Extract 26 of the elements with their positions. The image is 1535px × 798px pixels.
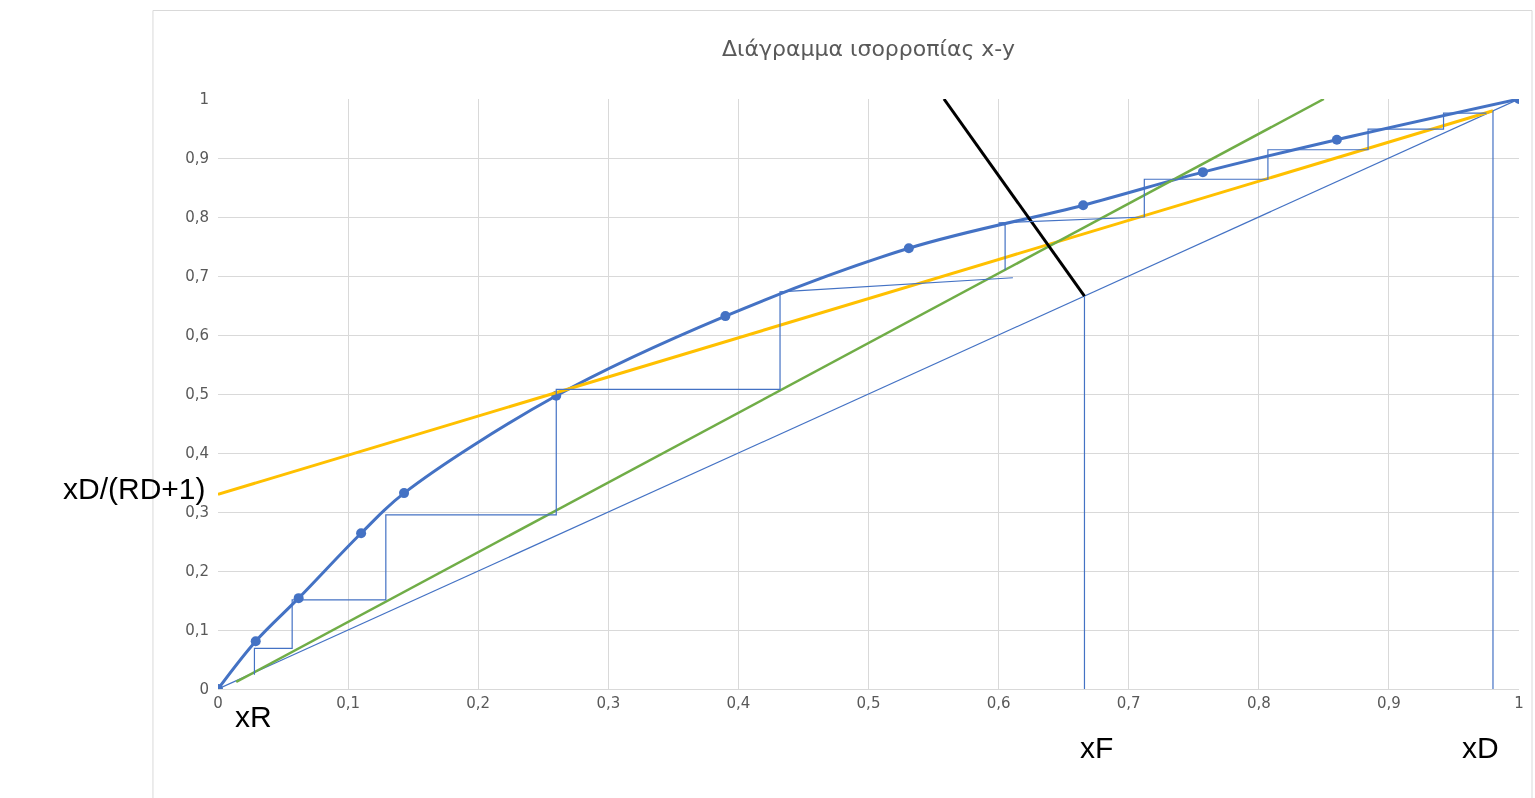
- y-tick-label: 0,8: [185, 208, 209, 227]
- x-tick-label: 0,4: [726, 694, 751, 712]
- x-tick-label: 0,9: [1376, 694, 1401, 712]
- x-tick-label: 0,8: [1246, 694, 1271, 712]
- chart-title: Διάγραμμα ισορροπίας x-y: [722, 35, 1015, 61]
- text: xR: [235, 700, 272, 733]
- text: xD/(RD+1): [63, 472, 206, 505]
- x-tick-label: 0,2: [466, 694, 491, 712]
- x-tick-label: 0,6: [986, 694, 1011, 712]
- annotation: xF: [1080, 731, 1114, 764]
- y-tick-label: 0,2: [185, 562, 209, 581]
- x-tick-label: 0,3: [596, 694, 621, 712]
- x-tick-label: 0: [213, 694, 223, 712]
- y-tick-label: 0,4: [185, 444, 209, 463]
- annotation: xD: [1462, 731, 1499, 764]
- y-tick-label: 1: [199, 90, 209, 109]
- y-tick-label: 0,6: [185, 326, 209, 345]
- y-tick-label: 0,9: [185, 149, 209, 168]
- x-tick-label: 0,5: [856, 694, 881, 712]
- x-tick-label: 0,1: [336, 694, 361, 712]
- y-tick-label: 0,7: [185, 267, 209, 286]
- y-tick-label: 0: [199, 680, 209, 699]
- x-tick-label: 0,7: [1116, 694, 1141, 712]
- y-tick-label: 0,1: [185, 621, 209, 640]
- y-tick-label: 0,5: [185, 385, 209, 404]
- x-tick-label: 1: [1514, 694, 1524, 712]
